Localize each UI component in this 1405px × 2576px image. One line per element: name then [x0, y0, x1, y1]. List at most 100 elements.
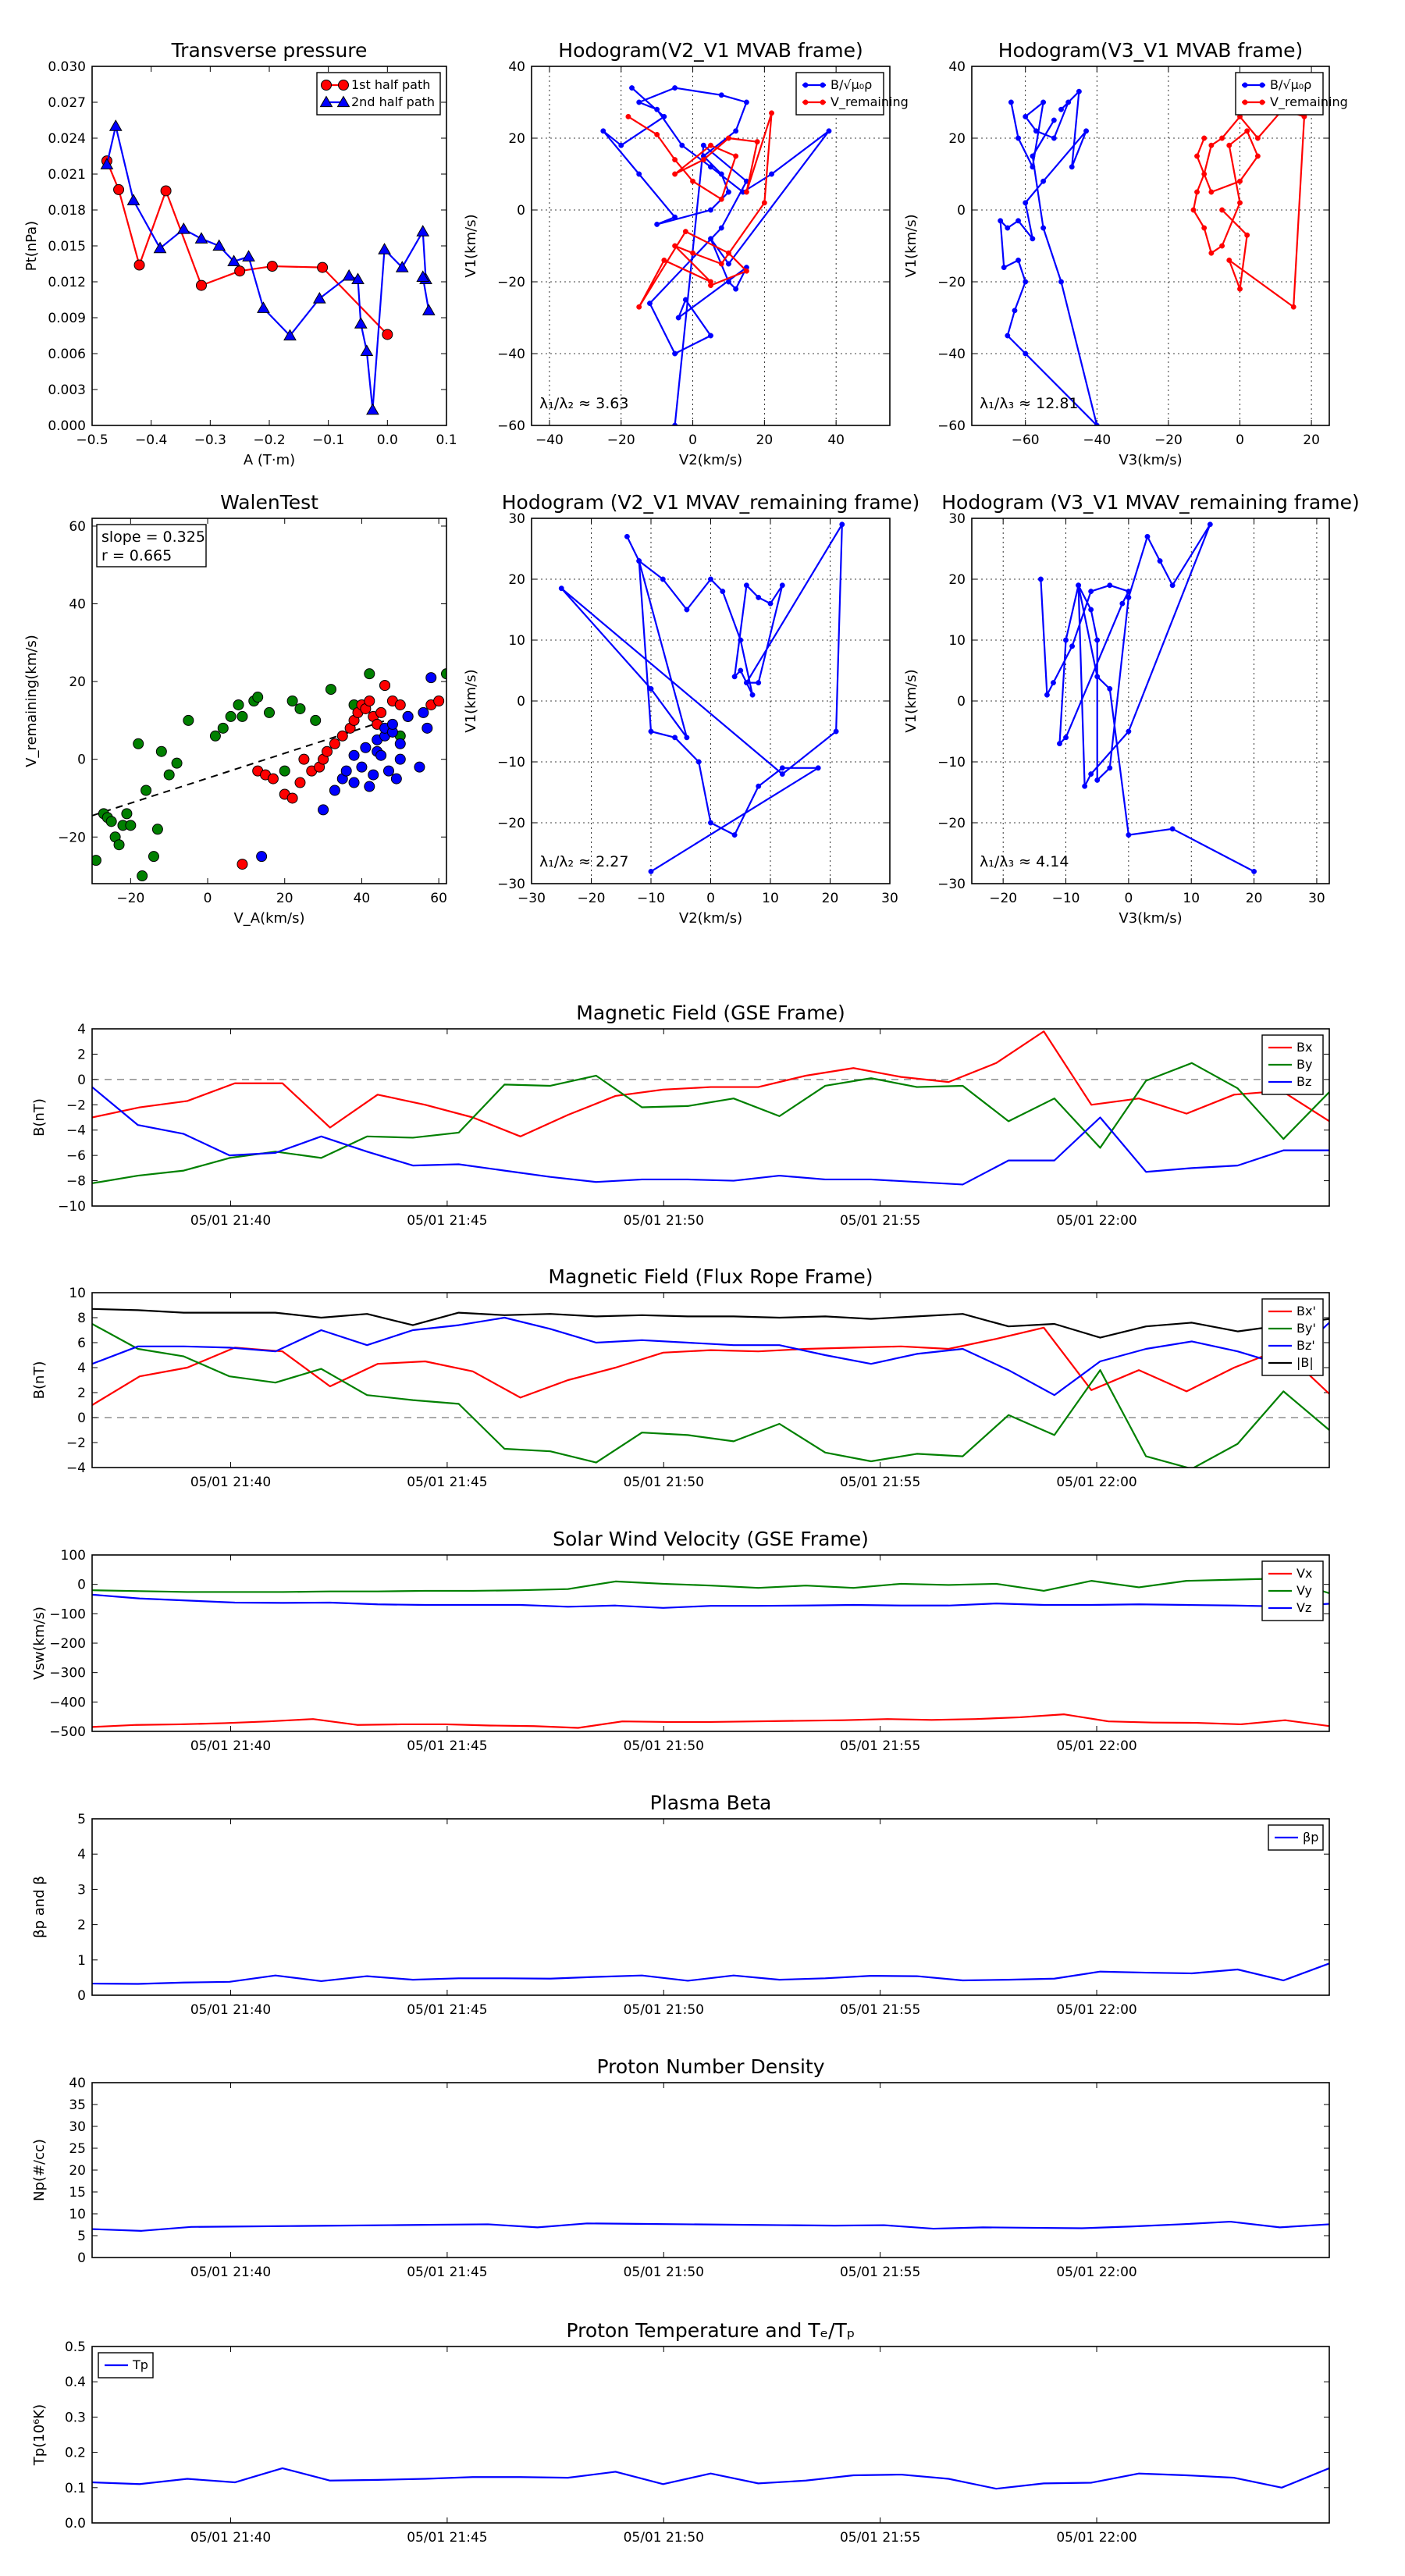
series-line — [92, 1593, 1329, 1609]
x-tick-label: −10 — [1052, 891, 1080, 906]
data-point — [743, 189, 749, 195]
data-point — [342, 269, 356, 281]
series-vz — [92, 1593, 1329, 1609]
y-axis-label: V1(km/s) — [903, 669, 919, 732]
legend-item-tp: Tp — [105, 2357, 148, 2372]
legend-marker — [1242, 82, 1248, 88]
series-line — [1192, 109, 1306, 308]
plot-area — [92, 1962, 1329, 1985]
data-point — [1076, 582, 1082, 589]
data-point — [1012, 308, 1018, 314]
data-point — [171, 757, 183, 769]
chart-title: Hodogram (V2_V1 MVAV_remaining frame) — [502, 491, 920, 514]
data-point — [227, 254, 240, 267]
data-point — [1016, 218, 1021, 224]
data-point — [743, 268, 749, 274]
x-tick-label: −10 — [637, 891, 665, 906]
legend-item-by: By — [1268, 1057, 1312, 1072]
data-point — [998, 218, 1004, 224]
plot-frame — [91, 1028, 1330, 1207]
y-tick-label: 0.5 — [65, 2339, 86, 2355]
data-point — [672, 243, 678, 249]
data-point — [416, 225, 430, 237]
data-point — [322, 745, 333, 757]
data-point — [1040, 225, 1047, 231]
series-line — [92, 1308, 1329, 1339]
x-tick-label: 10 — [762, 891, 779, 906]
data-point — [267, 773, 279, 785]
x-axis-label: V2(km/s) — [679, 452, 742, 468]
y-tick-label: 10 — [69, 2207, 86, 2222]
data-point — [733, 128, 739, 134]
legend-label: B/√μ₀ρ — [1270, 77, 1311, 92]
series-v-remaining — [1190, 106, 1307, 310]
y-tick-label: −60 — [937, 418, 966, 434]
x-tick-label: 20 — [756, 432, 774, 448]
data-point — [1005, 225, 1011, 231]
x-tick-label: 30 — [881, 891, 898, 906]
series-line — [560, 523, 843, 873]
data-point — [1194, 189, 1200, 195]
y-tick-label: −40 — [497, 347, 525, 362]
data-point — [1030, 153, 1036, 159]
y-tick-label: 40 — [948, 59, 966, 75]
x-tick-label: 20 — [1246, 891, 1263, 906]
y-tick-label: 0.012 — [48, 275, 86, 290]
legend-marker — [820, 82, 826, 88]
data-point — [318, 804, 329, 816]
chart-p3-hodogram-v3-v1-mvab-frame: Hodogram(V3_V1 MVAB frame) −60 −40 −20 0 20 40… — [903, 39, 1348, 468]
y-axis-label: B(nT) — [31, 1098, 48, 1137]
data-point — [348, 749, 360, 761]
data-point — [833, 728, 839, 735]
data-point — [648, 685, 654, 692]
data-point — [1208, 250, 1215, 256]
data-point — [718, 196, 724, 202]
y-tick-label: 0.2 — [65, 2446, 86, 2461]
data-point — [1126, 728, 1132, 735]
x-tick-label: 05/01 22:00 — [1056, 2265, 1136, 2280]
data-point — [769, 171, 774, 177]
data-point — [390, 773, 402, 785]
plot-frame — [91, 1292, 1330, 1468]
data-point — [441, 668, 446, 680]
y-tick-label: 35 — [69, 2097, 86, 2113]
legend-marker — [802, 99, 809, 105]
data-point — [394, 699, 406, 710]
data-point — [636, 304, 642, 310]
series-line — [92, 1713, 1329, 1729]
data-point — [1008, 99, 1014, 105]
legend-box — [316, 72, 441, 116]
data-point — [708, 820, 713, 826]
data-point — [379, 680, 391, 692]
ratio-annotation: λ₁/λ₃ ≈ 4.14 — [980, 853, 1069, 870]
data-point — [364, 696, 375, 706]
x-tick-label: −0.2 — [253, 432, 285, 448]
data-point — [317, 262, 329, 273]
series-line — [92, 1086, 1329, 1186]
legend-label: Vy — [1297, 1583, 1312, 1598]
data-point — [726, 261, 731, 267]
y-tick-label: −10 — [58, 1199, 86, 1215]
data-point — [1069, 643, 1076, 649]
x-axis-label: V3(km/s) — [1119, 452, 1182, 468]
y-tick-label: 0.000 — [48, 418, 86, 434]
y-tick-label: 4 — [77, 1361, 86, 1376]
data-point — [286, 696, 298, 706]
x-tick-label: −20 — [116, 891, 144, 906]
data-point — [767, 600, 774, 607]
y-tick-label: 0 — [517, 203, 525, 219]
chart-p9-solar-wind-velocity-gse-frame: Solar Wind Velocity (GSE Frame) −500 −400 −… — [31, 1528, 1330, 1754]
chart-p11-proton-number-density: Proton Number Density 0 5 10 15 20 25 30 35 40 05/… — [31, 2055, 1330, 2280]
data-point — [1290, 304, 1297, 310]
chart-title: Magnetic Field (GSE Frame) — [576, 1002, 845, 1024]
data-point — [684, 735, 690, 741]
y-tick-label: 0.3 — [65, 2410, 86, 2425]
data-point — [743, 99, 749, 105]
plot-area — [558, 521, 845, 874]
data-point — [394, 753, 406, 765]
y-tick-label: −2 — [66, 1436, 86, 1451]
data-point — [1208, 189, 1215, 195]
x-tick-label: 05/01 21:50 — [624, 1475, 704, 1490]
y-tick-label: 40 — [69, 597, 86, 613]
data-point — [708, 207, 713, 213]
